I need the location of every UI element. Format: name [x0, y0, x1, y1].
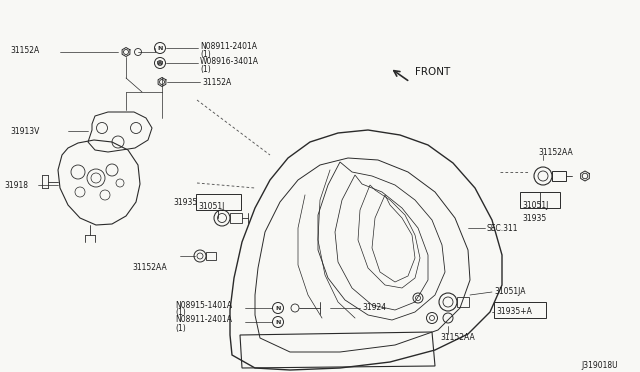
Bar	[230, 213, 242, 223]
Text: FRONT: FRONT	[415, 67, 451, 77]
Text: 31152AA: 31152AA	[538, 148, 573, 157]
Text: 31152AA: 31152AA	[132, 263, 167, 273]
Text: (1): (1)	[175, 324, 186, 333]
Text: 31051JA: 31051JA	[494, 286, 525, 295]
Text: SEC.311: SEC.311	[487, 224, 518, 232]
Bar	[494, 302, 546, 318]
Text: 31051J: 31051J	[522, 201, 548, 209]
Text: 31935: 31935	[522, 214, 547, 222]
Text: N08915-1401A: N08915-1401A	[175, 301, 232, 310]
Text: N: N	[275, 305, 281, 311]
Bar	[457, 297, 469, 307]
Circle shape	[157, 61, 163, 65]
Text: 31924: 31924	[362, 304, 386, 312]
Text: N: N	[157, 45, 163, 51]
Text: 31152A: 31152A	[10, 45, 39, 55]
Text: N: N	[275, 320, 281, 324]
Text: 31935+A: 31935+A	[496, 308, 532, 317]
Text: 31913V: 31913V	[10, 126, 40, 135]
Text: N08911-2401A: N08911-2401A	[175, 315, 232, 324]
Text: 31152AA: 31152AA	[440, 334, 475, 343]
Text: J319018U: J319018U	[581, 360, 618, 369]
Text: (1): (1)	[200, 64, 211, 74]
Bar	[196, 194, 241, 210]
Bar	[206, 252, 216, 260]
Text: (1): (1)	[175, 308, 186, 317]
Text: W08916-3401A: W08916-3401A	[200, 57, 259, 65]
Text: 31935: 31935	[173, 198, 197, 206]
Text: N08911-2401A: N08911-2401A	[200, 42, 257, 51]
Text: 31051J: 31051J	[198, 202, 225, 211]
Bar	[520, 192, 560, 208]
Text: 31918: 31918	[4, 180, 28, 189]
Text: 31152A: 31152A	[202, 77, 231, 87]
Bar	[552, 171, 566, 181]
Text: W: W	[157, 61, 163, 65]
Text: (1): (1)	[200, 49, 211, 58]
